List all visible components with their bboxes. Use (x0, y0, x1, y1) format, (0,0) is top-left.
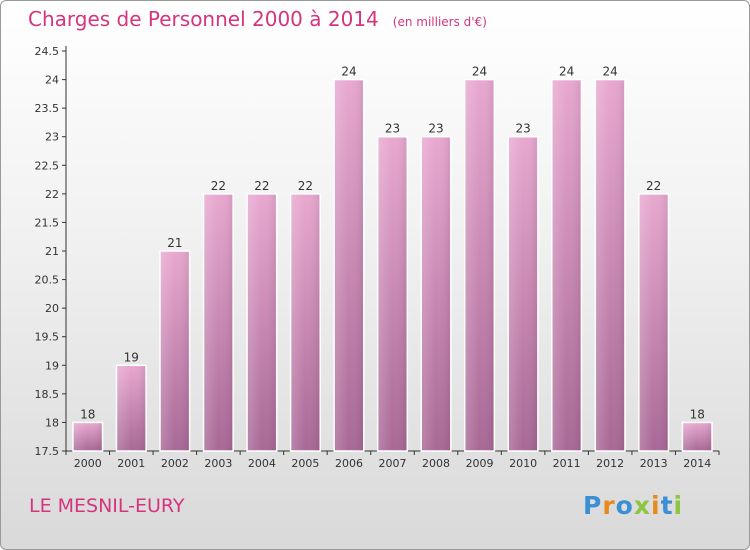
y-tick-label: 20 (45, 302, 59, 315)
y-tick-label: 24.5 (35, 45, 60, 58)
place-name: LE MESNIL-EURY (29, 495, 185, 517)
x-tick-label: 2000 (74, 457, 102, 470)
logo-letter: i (673, 491, 684, 520)
logo-letter: r (602, 491, 616, 520)
y-tick-label: 20.5 (35, 274, 60, 287)
bar-shine (204, 194, 233, 451)
data-label: 23 (515, 122, 530, 136)
bar-shine (465, 80, 494, 452)
y-tick-label: 21 (45, 245, 59, 258)
y-tick-label: 21.5 (35, 216, 60, 229)
logo-letter: o (615, 491, 634, 520)
x-tick-label: 2005 (291, 457, 319, 470)
data-label: 23 (385, 122, 400, 136)
bar-shine (378, 137, 407, 451)
y-tick-label: 22.5 (35, 159, 60, 172)
x-tick-label: 2003 (204, 457, 232, 470)
axes: 17.5 18 18.5 19 19.5 20 20.5 21 21.5 22 22.5 23 23.5… (35, 45, 720, 470)
bar-shine (248, 194, 276, 451)
title-block: Charges de Personnel 2000 à 2014 (en mill… (28, 7, 487, 31)
data-labels: 18 19 21 22 22 22 24 23 23 24 23 24 24 22 18 (80, 65, 705, 422)
chart-subtitle: (en milliers d'€) (392, 15, 487, 29)
bar-shine (422, 137, 450, 451)
bar-shine (117, 366, 146, 451)
chart-title: Charges de Personnel 2000 à 2014 (28, 7, 379, 31)
y-tick-label: 23.5 (35, 102, 60, 115)
x-tick-label: 2010 (509, 457, 537, 470)
bar-shine (73, 423, 102, 451)
x-tick-label: 2004 (248, 457, 276, 470)
bar-shine (552, 80, 581, 452)
y-tick-label: 24 (45, 74, 59, 87)
data-label: 19 (124, 350, 139, 364)
bar-shine (683, 423, 712, 451)
x-tick-label: 2014 (683, 457, 711, 470)
logo-letter: P (583, 491, 603, 520)
bar-shine (509, 137, 537, 451)
bars (72, 78, 713, 452)
data-label: 24 (341, 65, 356, 79)
x-tick-label: 2012 (596, 457, 624, 470)
y-tick-label: 22 (45, 188, 59, 201)
bar-shine (639, 194, 668, 451)
y-tick-label: 23 (45, 131, 59, 144)
data-label: 24 (472, 65, 487, 79)
y-tick-label: 17.5 (35, 445, 60, 458)
x-tick-label: 2008 (422, 457, 450, 470)
logo-letter: i (651, 491, 661, 520)
data-label: 22 (298, 179, 313, 193)
bar-shine (335, 80, 363, 452)
data-label: 23 (428, 122, 443, 136)
data-label: 24 (603, 65, 618, 79)
x-tick-label: 2013 (640, 457, 668, 470)
y-tick-label: 19.5 (35, 331, 60, 344)
data-label: 22 (211, 179, 226, 193)
logo-letter: x (633, 491, 651, 520)
data-label: 22 (646, 179, 661, 193)
data-label: 22 (254, 179, 269, 193)
x-tick-label: 2009 (466, 457, 494, 470)
x-tick-label: 2011 (553, 457, 581, 470)
data-label: 18 (690, 407, 705, 421)
proxiti-logo: Proxiti (583, 491, 683, 520)
data-label: 21 (167, 236, 182, 250)
x-tick-label: 2006 (335, 457, 363, 470)
bar-shine (596, 80, 624, 452)
x-tick-label: 2007 (379, 457, 407, 470)
y-tick-label: 18.5 (35, 388, 60, 401)
bar-shine (161, 252, 189, 451)
logo-letter: t (660, 491, 674, 520)
x-tick-label: 2001 (117, 457, 145, 470)
data-label: 18 (80, 407, 95, 421)
y-tick-label: 18 (45, 416, 59, 429)
data-label: 24 (559, 65, 574, 79)
bar-shine (291, 194, 320, 451)
x-tick-label: 2002 (161, 457, 189, 470)
y-tick-label: 19 (45, 359, 59, 372)
